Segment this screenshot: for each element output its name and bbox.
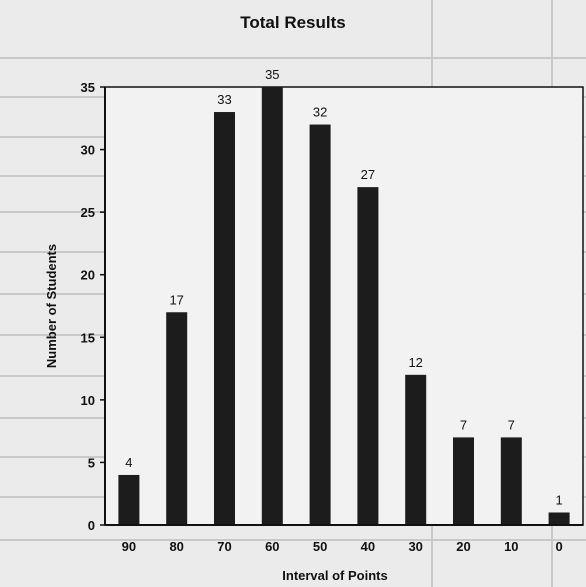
data-labels-group: 4 17 33 35 32 27 12 7 7 1 [125, 67, 562, 507]
plot-area: 4 17 33 35 32 27 12 7 7 1 [104, 67, 584, 526]
x-tick-label-0: 0 [555, 539, 562, 554]
data-label-30: 12 [408, 355, 422, 370]
data-label-20: 7 [460, 417, 467, 432]
y-tick-label-0: 0 [88, 518, 95, 533]
bar-50 [309, 124, 331, 526]
y-tick-label-35: 35 [81, 80, 95, 95]
chart-title: Total Results [240, 13, 345, 32]
bar-10 [500, 437, 522, 525]
x-tick-label-30: 30 [408, 539, 422, 554]
data-label-10: 7 [508, 417, 515, 432]
x-tick-label-20: 20 [456, 539, 470, 554]
bar-0 [548, 512, 570, 525]
y-tick-label-20: 20 [81, 268, 95, 283]
x-tick-label-50: 50 [313, 539, 327, 554]
y-axis-title: Number of Students [44, 244, 59, 368]
data-label-80: 17 [169, 292, 183, 307]
data-label-50: 32 [313, 105, 327, 120]
data-label-70: 33 [217, 92, 231, 107]
bar-30 [405, 374, 427, 525]
x-tick-label-60: 60 [265, 539, 279, 554]
y-tick-label-25: 25 [81, 205, 95, 220]
y-tick-label-30: 30 [81, 143, 95, 158]
x-axis-title: Interval of Points [282, 568, 387, 583]
bar-70 [214, 112, 235, 526]
bar-40 [357, 187, 379, 525]
data-label-40: 27 [361, 167, 375, 182]
y-ticks-group: 0 5 10 15 20 25 30 35 [81, 80, 105, 533]
x-tick-label-90: 90 [122, 539, 136, 554]
data-label-90: 4 [125, 455, 132, 470]
y-tick-label-15: 15 [81, 330, 95, 345]
x-tick-label-80: 80 [169, 539, 183, 554]
data-label-60: 35 [265, 67, 279, 82]
bars-group [118, 87, 570, 526]
y-tick-label-10: 10 [81, 393, 95, 408]
x-ticks-group: 90 80 70 60 50 40 30 20 10 0 [122, 539, 563, 554]
y-tick-label-5: 5 [88, 455, 95, 470]
x-tick-label-10: 10 [504, 539, 518, 554]
bar-80 [166, 312, 188, 525]
bar-20 [453, 437, 474, 525]
data-label-0: 1 [555, 492, 562, 507]
x-tick-label-40: 40 [361, 539, 375, 554]
bar-60 [261, 87, 283, 525]
bar-90 [118, 474, 140, 525]
x-tick-label-70: 70 [217, 539, 231, 554]
